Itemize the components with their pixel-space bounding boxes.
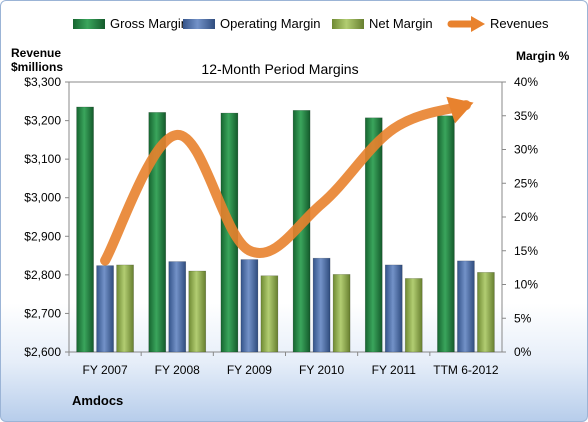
bars (76, 106, 495, 353)
operating-margin-bar (240, 259, 259, 353)
left-tick-label: $3,100 (24, 152, 61, 166)
category-label: FY 2007 (83, 363, 128, 377)
legend-label-operating: Operating Margin (220, 16, 320, 31)
left-tick-label: $2,600 (24, 345, 61, 359)
operating-margin-bar (312, 257, 331, 353)
gross-margin-bar (437, 115, 455, 353)
net-margin-bar (188, 270, 207, 353)
right-tick-label: 35% (514, 109, 538, 123)
right-tick-label: 20% (514, 210, 538, 224)
left-axis: $2,600 $2,700 $2,800 $2,900 $3,000 $3,100 $3,2… (24, 75, 69, 359)
left-tick-label: $2,700 (24, 306, 61, 320)
chart-title: 12-Month Period Margins (201, 61, 358, 77)
operating-margin-bar (168, 261, 187, 353)
legend-label-net: Net Margin (369, 16, 433, 31)
gross-margin-bar (364, 117, 383, 353)
left-tick-label: $2,800 (24, 268, 61, 282)
right-tick-label: 15% (514, 244, 538, 258)
right-axis-title: Margin % (516, 49, 570, 63)
revenues-line (100, 100, 471, 266)
legend-label-gross: Gross Margin (110, 16, 188, 31)
legend: Gross Margin Operating Margin Net Margin… (73, 16, 549, 32)
right-tick-label: 25% (514, 176, 538, 190)
left-axis-title-line-1: Revenue (11, 46, 61, 60)
right-axis: 0% 5% 10% 15% 20% 25% 30% 35% 40% (502, 75, 538, 359)
right-tick-label: 40% (514, 75, 538, 89)
gross-margin-bar (148, 112, 167, 353)
category-axis: FY 2007 FY 2008 FY 2009 FY 2010 FY 2011 TTM 6… (68, 352, 499, 377)
right-tick-label: 30% (514, 143, 538, 157)
left-tick-label: $2,900 (24, 229, 61, 243)
category-label: FY 2009 (227, 363, 272, 377)
legend-swatch-net (332, 19, 364, 29)
category-label: FY 2010 (299, 363, 344, 377)
net-margin-bar (116, 264, 134, 353)
revenues-arrowhead (446, 96, 474, 124)
left-tick-label: $3,300 (24, 75, 61, 89)
net-margin-bar (260, 275, 279, 353)
legend-swatch-revenues (447, 16, 485, 32)
category-label: FY 2008 (155, 363, 200, 377)
right-tick-label: 0% (514, 345, 532, 359)
category-label: TTM 6-2012 (433, 363, 499, 377)
right-tick-label: 5% (514, 311, 532, 325)
gross-margin-bar (76, 106, 94, 353)
left-axis-title-line-2: $millions (11, 60, 63, 74)
plot-area (68, 81, 503, 353)
net-margin-bar (332, 274, 351, 353)
net-margin-bar (477, 272, 495, 353)
legend-label-revenues: Revenues (490, 16, 549, 31)
operating-margin-bar (96, 265, 114, 353)
revenue-series (100, 96, 474, 266)
left-tick-label: $3,200 (24, 114, 61, 128)
left-tick-label: $3,000 (24, 191, 61, 205)
operating-margin-bar (457, 260, 475, 353)
operating-margin-bar (384, 264, 403, 353)
right-tick-label: 10% (514, 278, 538, 292)
legend-swatch-gross (73, 19, 105, 29)
net-margin-bar (404, 278, 423, 353)
category-label: FY 2011 (372, 363, 417, 377)
company-name: Amdocs (72, 393, 123, 408)
legend-swatch-operating (183, 19, 215, 29)
